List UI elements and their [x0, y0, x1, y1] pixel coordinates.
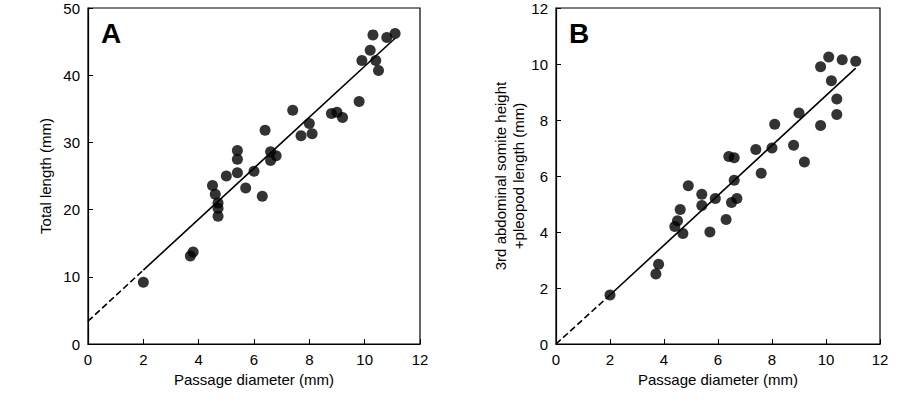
svg-text:+pleopod length (mm): +pleopod length (mm)	[510, 103, 527, 249]
svg-text:Passage diameter (mm): Passage diameter (mm)	[638, 371, 798, 388]
svg-text:2: 2	[139, 351, 147, 368]
svg-text:2: 2	[606, 351, 614, 368]
svg-text:4: 4	[540, 224, 548, 241]
svg-text:2: 2	[540, 280, 548, 297]
svg-text:6: 6	[714, 351, 722, 368]
svg-text:8: 8	[768, 351, 776, 368]
svg-text:8: 8	[305, 351, 313, 368]
svg-text:6: 6	[540, 168, 548, 185]
svg-text:10: 10	[818, 351, 835, 368]
svg-text:0: 0	[84, 351, 92, 368]
svg-text:10: 10	[63, 268, 80, 285]
svg-text:12: 12	[531, 0, 548, 17]
svg-text:20: 20	[63, 201, 80, 218]
svg-text:0: 0	[540, 336, 548, 353]
svg-text:12: 12	[412, 351, 429, 368]
svg-text:A: A	[101, 18, 121, 49]
svg-text:50: 50	[63, 0, 80, 17]
svg-text:Total length (mm): Total length (mm)	[37, 118, 54, 234]
svg-text:0: 0	[552, 351, 560, 368]
svg-text:0: 0	[72, 336, 80, 353]
svg-text:30: 30	[63, 134, 80, 151]
svg-text:10: 10	[356, 351, 373, 368]
svg-text:40: 40	[63, 67, 80, 84]
svg-text:Passage diameter (mm): Passage diameter (mm)	[174, 371, 334, 388]
svg-text:6: 6	[250, 351, 258, 368]
svg-text:4: 4	[660, 351, 668, 368]
svg-text:10: 10	[531, 56, 548, 73]
svg-text:12: 12	[872, 351, 889, 368]
svg-text:B: B	[569, 18, 589, 49]
svg-text:8: 8	[540, 112, 548, 129]
svg-text:3rd abdominal somite height: 3rd abdominal somite height	[492, 81, 509, 270]
svg-text:4: 4	[194, 351, 202, 368]
